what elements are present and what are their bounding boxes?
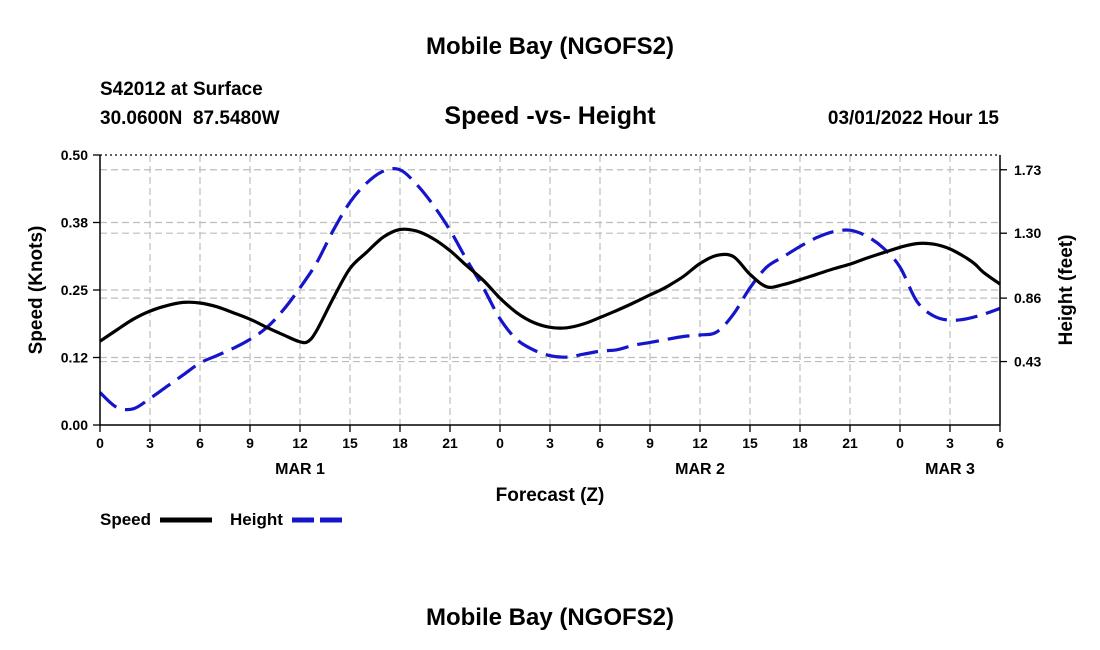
x-tick-label: 0 [896,435,904,451]
x-tick-label: 6 [196,435,204,451]
x-tick-label: 18 [792,435,808,451]
y-tick-label-left: 0.38 [61,215,88,231]
date-label: MAR 3 [925,461,975,478]
series-layer [98,167,1001,412]
x-tick-label: 0 [96,435,104,451]
y-tick-label-right: 1.30 [1014,225,1041,241]
chart-title: Speed -vs- Height [444,102,656,130]
forecast-datetime: 03/01/2022 Hour 15 [828,108,1000,129]
x-tick-label: 21 [842,435,858,451]
x-tick-label: 21 [442,435,458,451]
page-title: Mobile Bay (NGOFS2) [426,33,674,60]
x-tick-label: 9 [246,435,254,451]
y-axis-label-right: Height (feet) [1056,235,1077,346]
legend: Speed Height [100,510,344,529]
y-axis-label-left: Speed (Knots) [26,226,47,355]
x-tick-label: 12 [292,435,308,451]
series-line-height [98,167,1001,412]
y-tick-label-right: 0.43 [1014,354,1041,370]
x-tick-label: 3 [546,435,554,451]
x-tick-label: 0 [496,435,504,451]
y-tick-label-left: 0.25 [61,282,88,298]
y-tick-label-right: 1.73 [1014,162,1041,178]
station-coords: 30.0600N 87.5480W [100,108,280,129]
x-tick-label: 15 [342,435,358,451]
x-tick-label: 6 [596,435,604,451]
x-tick-label: 6 [996,435,1004,451]
legend-label-height: Height [230,510,283,529]
axes: 0.00 0.12 0.25 0.38 0.50 0.43 0.86 1.30 1.73 0 3 6 9… [61,147,1042,478]
x-axis-label: Forecast (Z) [496,485,605,506]
y-tick-label-left: 0.00 [61,417,88,433]
grid [100,154,1000,425]
footer-title: Mobile Bay (NGOFS2) [426,604,674,631]
station-name: S42012 at Surface [100,79,263,100]
y-tick-label-left: 0.12 [61,350,88,366]
x-tick-label: 12 [692,435,708,451]
x-tick-label: 15 [742,435,758,451]
y-tick-label-right: 0.86 [1014,290,1041,306]
legend-label-speed: Speed [100,510,151,529]
y-tick-label-left: 0.50 [61,147,88,163]
x-tick-label: 18 [392,435,408,451]
date-label: MAR 2 [675,461,725,478]
x-tick-label: 3 [946,435,954,451]
x-tick-label: 9 [646,435,654,451]
x-tick-label: 3 [146,435,154,451]
series-line-speed [99,227,1001,345]
date-label: MAR 1 [275,461,325,478]
